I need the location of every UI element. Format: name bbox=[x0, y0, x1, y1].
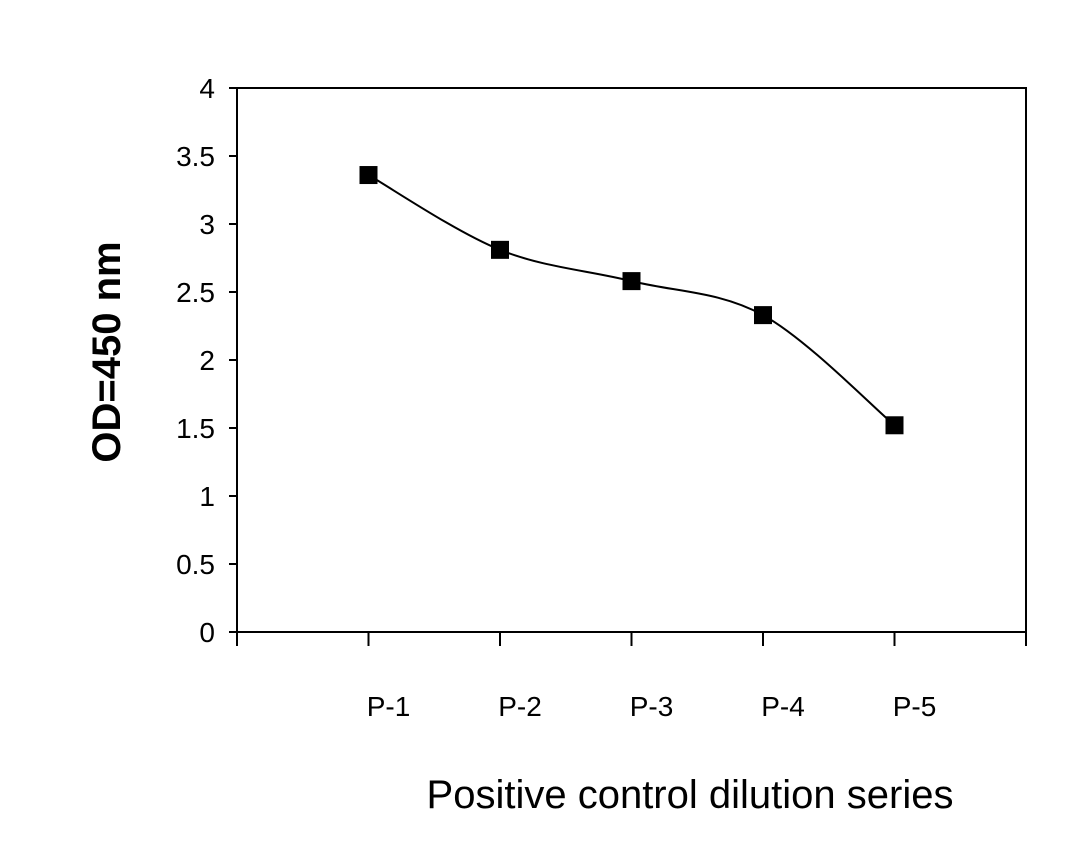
y-tick-label: 4 bbox=[199, 73, 215, 104]
y-tick-label: 3 bbox=[199, 209, 215, 240]
x-tick-label: P-1 bbox=[367, 691, 411, 722]
x-tick-label: P-5 bbox=[893, 691, 937, 722]
y-tick-label: 1 bbox=[199, 481, 215, 512]
series-line bbox=[368, 174, 896, 427]
data-point-marker bbox=[359, 166, 378, 185]
x-tick-label: P-4 bbox=[761, 691, 805, 722]
y-tick-label: 2 bbox=[199, 345, 215, 376]
data-point-marker bbox=[754, 306, 772, 325]
y-tick-label: 1.5 bbox=[176, 413, 215, 444]
data-point-marker bbox=[491, 240, 509, 259]
plot-area bbox=[236, 87, 1027, 633]
y-tick-label: 0 bbox=[199, 617, 215, 648]
x-axis-ticks: P-1 P-2 P-3 P-4 P-5 bbox=[236, 632, 1027, 722]
y-axis-ticks: 0 0.5 1 1.5 2 2.5 3 3.5 4 bbox=[176, 73, 237, 648]
y-tick-label: 2.5 bbox=[176, 277, 215, 308]
y-tick-label: 0.5 bbox=[176, 549, 215, 580]
data-point-marker bbox=[885, 416, 904, 435]
series-markers bbox=[359, 166, 904, 435]
x-tick-label: P-3 bbox=[630, 691, 674, 722]
y-tick-label: 3.5 bbox=[176, 141, 215, 172]
y-axis-title: OD=450 nm bbox=[85, 241, 129, 462]
data-point-marker bbox=[622, 272, 641, 291]
x-axis-title: Positive control dilution series bbox=[427, 773, 954, 817]
x-tick-label: P-2 bbox=[498, 691, 542, 722]
